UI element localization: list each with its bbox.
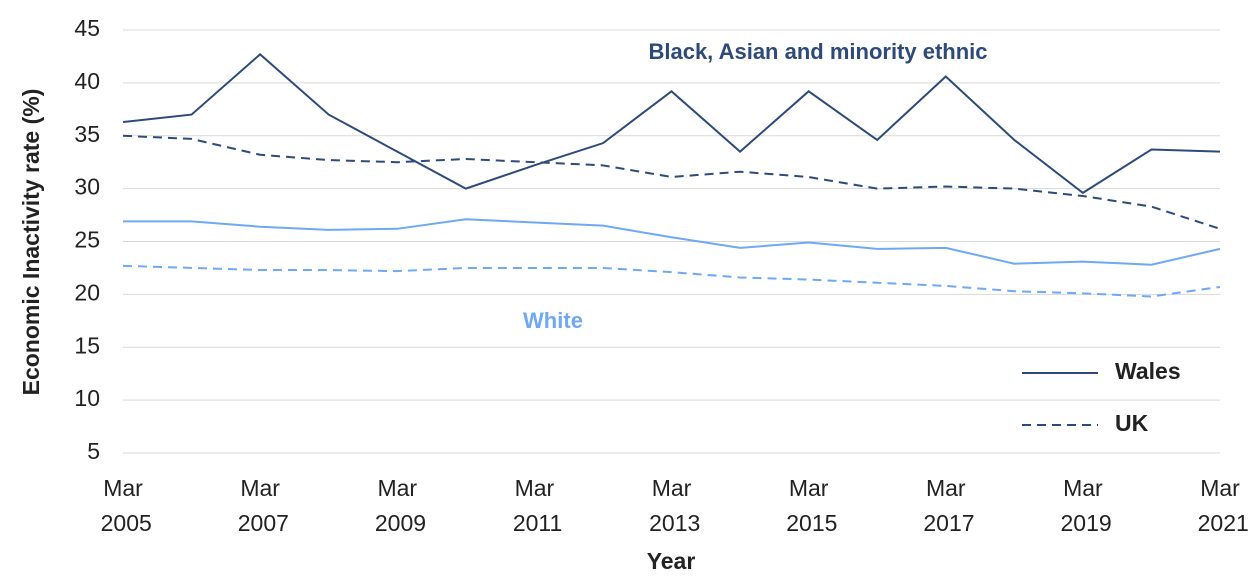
y-tick-label: 20 [74,279,100,305]
y-tick-label: 45 [74,15,100,41]
x-tick-label: Mar 2013 [643,475,701,536]
series-line [122,264,1221,298]
series-line [122,134,1221,230]
y-tick-label: 30 [74,174,100,200]
y-tick-label: 40 [74,68,100,94]
x-tick-label: Mar 2021 [1191,475,1249,536]
x-tick-label: Mar 2009 [368,475,426,536]
y-tick-label: 25 [74,227,100,253]
x-tick-label: Mar 2007 [231,475,289,536]
y-axis-title: Economic Inactivity rate (%) [18,89,44,396]
y-tick-label: 5 [87,438,100,464]
x-tick-label: Mar 2019 [1054,475,1112,536]
x-tick-label: Mar 2015 [780,475,838,536]
y-tick-label: 10 [74,385,100,411]
x-tick-label: Mar 2017 [917,475,975,536]
x-tick-label: Mar 2005 [94,475,152,536]
series-line [122,52,1221,195]
y-tick-label: 35 [74,121,100,147]
x-tick-label: Mar 2011 [506,475,562,536]
series-line [123,218,1221,266]
annotation: Black, Asian and minority ethnic [648,39,987,64]
x-axis-title: Year [647,548,696,574]
legend-label: UK [1115,410,1149,436]
annotation: White [523,308,583,333]
y-tick-label: 15 [74,332,100,358]
legend-label: Wales [1115,358,1181,384]
